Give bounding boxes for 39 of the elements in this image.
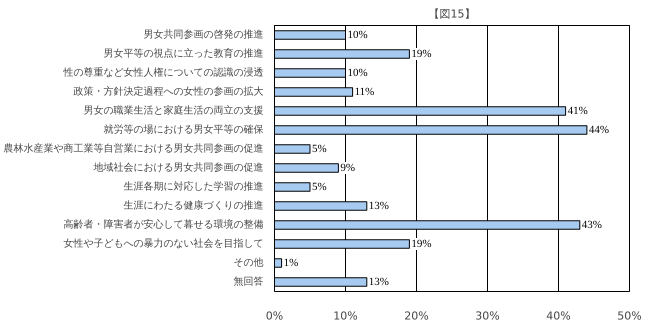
y-tick-label: 男女共同参画の啓発の推進 xyxy=(144,28,264,40)
data-label: 1% xyxy=(284,257,298,269)
data-label: 13% xyxy=(368,276,389,288)
data-label: 11% xyxy=(354,86,374,98)
data-label: 43% xyxy=(582,219,602,231)
x-tick-label: 10% xyxy=(333,310,358,322)
data-label: 13% xyxy=(368,200,389,212)
bar xyxy=(274,163,339,173)
y-tick-label: 地域社会における男女共同参画の促進 xyxy=(92,162,264,174)
data-label: 10% xyxy=(348,67,368,79)
data-label: 5% xyxy=(312,181,327,193)
y-tick-label: 就労等の場における男女平等の確保 xyxy=(104,124,264,136)
data-label: 19% xyxy=(411,238,432,250)
data-label: 5% xyxy=(312,143,327,155)
y-tick-label: 高齢者・障害者が安心して暮せる環境の整備 xyxy=(64,218,264,230)
x-tick-label: 20% xyxy=(404,310,429,322)
x-tick-label: 50% xyxy=(617,310,642,322)
y-tick-label: 男女平等の視点に立った教育の推進 xyxy=(104,48,264,60)
bar xyxy=(274,258,282,268)
bar xyxy=(274,144,310,154)
y-tick-label: 生涯にわたる健康づくりの推進 xyxy=(124,200,264,212)
y-tick-label: 性の尊重など女性人権についての認識の浸透 xyxy=(62,66,264,78)
bar xyxy=(274,182,310,192)
x-tick-label: 30% xyxy=(475,310,500,322)
y-tick-label: 女性や子どもへの暴力のない社会を目指して xyxy=(64,238,264,250)
x-tick-label: 40% xyxy=(546,310,571,322)
chart-title: 【図15】 xyxy=(428,8,476,20)
data-label: 41% xyxy=(568,105,588,117)
y-tick-label: 生涯各期に対応した学習の推進 xyxy=(124,180,264,192)
data-label: 19% xyxy=(411,48,432,60)
y-tick-label: 無回答 xyxy=(234,276,264,288)
y-tick-label: その他 xyxy=(234,256,264,268)
y-tick-label: 男女の職業生活と家庭生活の両立の支援 xyxy=(84,104,264,116)
x-tick-label: 0% xyxy=(266,310,284,322)
data-label: 44% xyxy=(588,124,610,136)
y-tick-label: 政策・方針決定過程への女性の参画の拡大 xyxy=(74,86,264,98)
y-tick-label: 農林水産業や商工業等自営業における男女共同参画の促進 xyxy=(4,142,264,154)
data-label: 10% xyxy=(348,29,368,41)
data-label: 9% xyxy=(340,162,356,174)
